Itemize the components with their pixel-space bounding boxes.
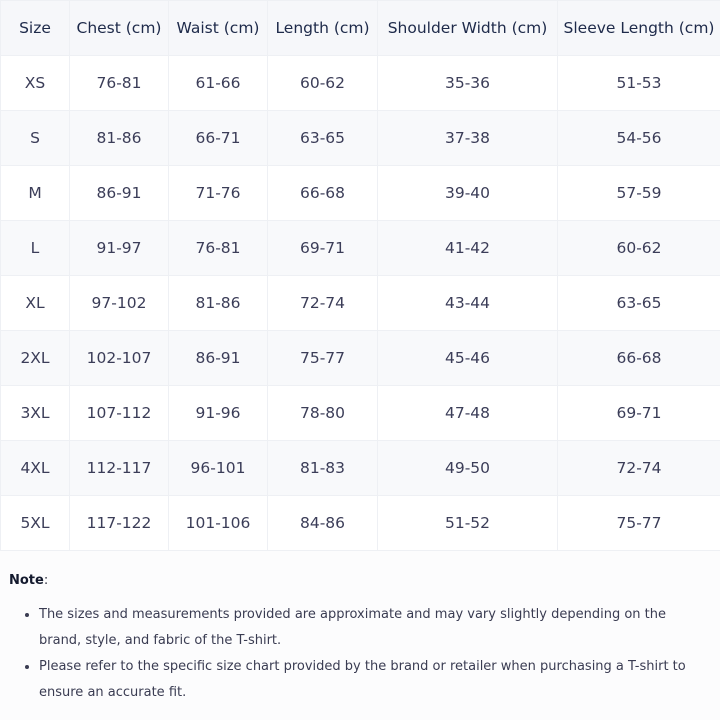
table-row: XL 97-102 81-86 72-74 43-44 63-65 [0,275,720,331]
table-cell: 37-38 [377,110,558,166]
table-row: 3XL 107-112 91-96 78-80 47-48 69-71 [0,385,720,441]
table-row: S 81-86 66-71 63-65 37-38 54-56 [0,110,720,166]
table-cell: 69-71 [557,385,720,441]
table-cell: 5XL [0,495,70,551]
table-cell: 81-86 [168,275,268,331]
table-cell: 43-44 [377,275,558,331]
table-row: L 91-97 76-81 69-71 41-42 60-62 [0,220,720,276]
column-header: Shoulder Width (cm) [377,0,558,56]
table-cell: S [0,110,70,166]
header-row: Size Chest (cm) Waist (cm) Length (cm) Shoul… [0,0,720,56]
table-cell: 75-77 [267,330,378,386]
note-colon: : [43,573,49,588]
size-chart-table: Size Chest (cm) Waist (cm) Length (cm) Shoul… [0,0,720,551]
table-cell: 84-86 [267,495,378,551]
table-cell: 66-68 [267,165,378,221]
table-cell: 107-112 [69,385,169,441]
table-cell: 51-52 [377,495,558,551]
table-cell: 86-91 [168,330,268,386]
table-row: M 86-91 71-76 66-68 39-40 57-59 [0,165,720,221]
table-cell: 75-77 [557,495,720,551]
table-cell: 66-68 [557,330,720,386]
table-cell: 3XL [0,385,70,441]
table-cell: 51-53 [557,55,720,111]
table-cell: 72-74 [557,440,720,496]
column-header: Length (cm) [267,0,378,56]
table-cell: 47-48 [377,385,558,441]
table-cell: 39-40 [377,165,558,221]
table-cell: 71-76 [168,165,268,221]
table-cell: 72-74 [267,275,378,331]
table-cell: 4XL [0,440,70,496]
table-cell: XS [0,55,70,111]
table-cell: 112-117 [69,440,169,496]
table-cell: 63-65 [557,275,720,331]
table-cell: 86-91 [69,165,169,221]
column-header: Size [0,0,70,56]
table-cell: 91-97 [69,220,169,276]
table-cell: 54-56 [557,110,720,166]
table-row: 4XL 112-117 96-101 81-83 49-50 72-74 [0,440,720,496]
table-cell: 41-42 [377,220,558,276]
table-cell: 66-71 [168,110,268,166]
table-cell: 63-65 [267,110,378,166]
table-cell: 57-59 [557,165,720,221]
column-header: Waist (cm) [168,0,268,56]
table-cell: 81-86 [69,110,169,166]
note-list: The sizes and measurements provided are … [9,602,711,706]
table-cell: 117-122 [69,495,169,551]
table-cell: 97-102 [69,275,169,331]
table-cell: 81-83 [267,440,378,496]
column-header: Sleeve Length (cm) [557,0,720,56]
table-cell: XL [0,275,70,331]
note-label: Note [9,573,44,588]
table-row: 5XL 117-122 101-106 84-86 51-52 75-77 [0,495,720,551]
table-row: 2XL 102-107 86-91 75-77 45-46 66-68 [0,330,720,386]
table-cell: L [0,220,70,276]
table-cell: 35-36 [377,55,558,111]
table-cell: 96-101 [168,440,268,496]
table-cell: 76-81 [168,220,268,276]
note-item: Please refer to the specific size chart … [39,654,711,706]
table-cell: 91-96 [168,385,268,441]
table-cell: 101-106 [168,495,268,551]
table-cell: 2XL [0,330,70,386]
table-cell: 61-66 [168,55,268,111]
table-cell: 45-46 [377,330,558,386]
note-item: The sizes and measurements provided are … [39,602,711,654]
table-cell: 60-62 [557,220,720,276]
table-cell: 76-81 [69,55,169,111]
table-cell: 60-62 [267,55,378,111]
table-row: XS 76-81 61-66 60-62 35-36 51-53 [0,55,720,111]
note-section: Note: The sizes and measurements provide… [0,551,720,706]
column-header: Chest (cm) [69,0,169,56]
table-cell: 49-50 [377,440,558,496]
table-cell: 102-107 [69,330,169,386]
table-cell: 69-71 [267,220,378,276]
table-cell: 78-80 [267,385,378,441]
table-cell: M [0,165,70,221]
